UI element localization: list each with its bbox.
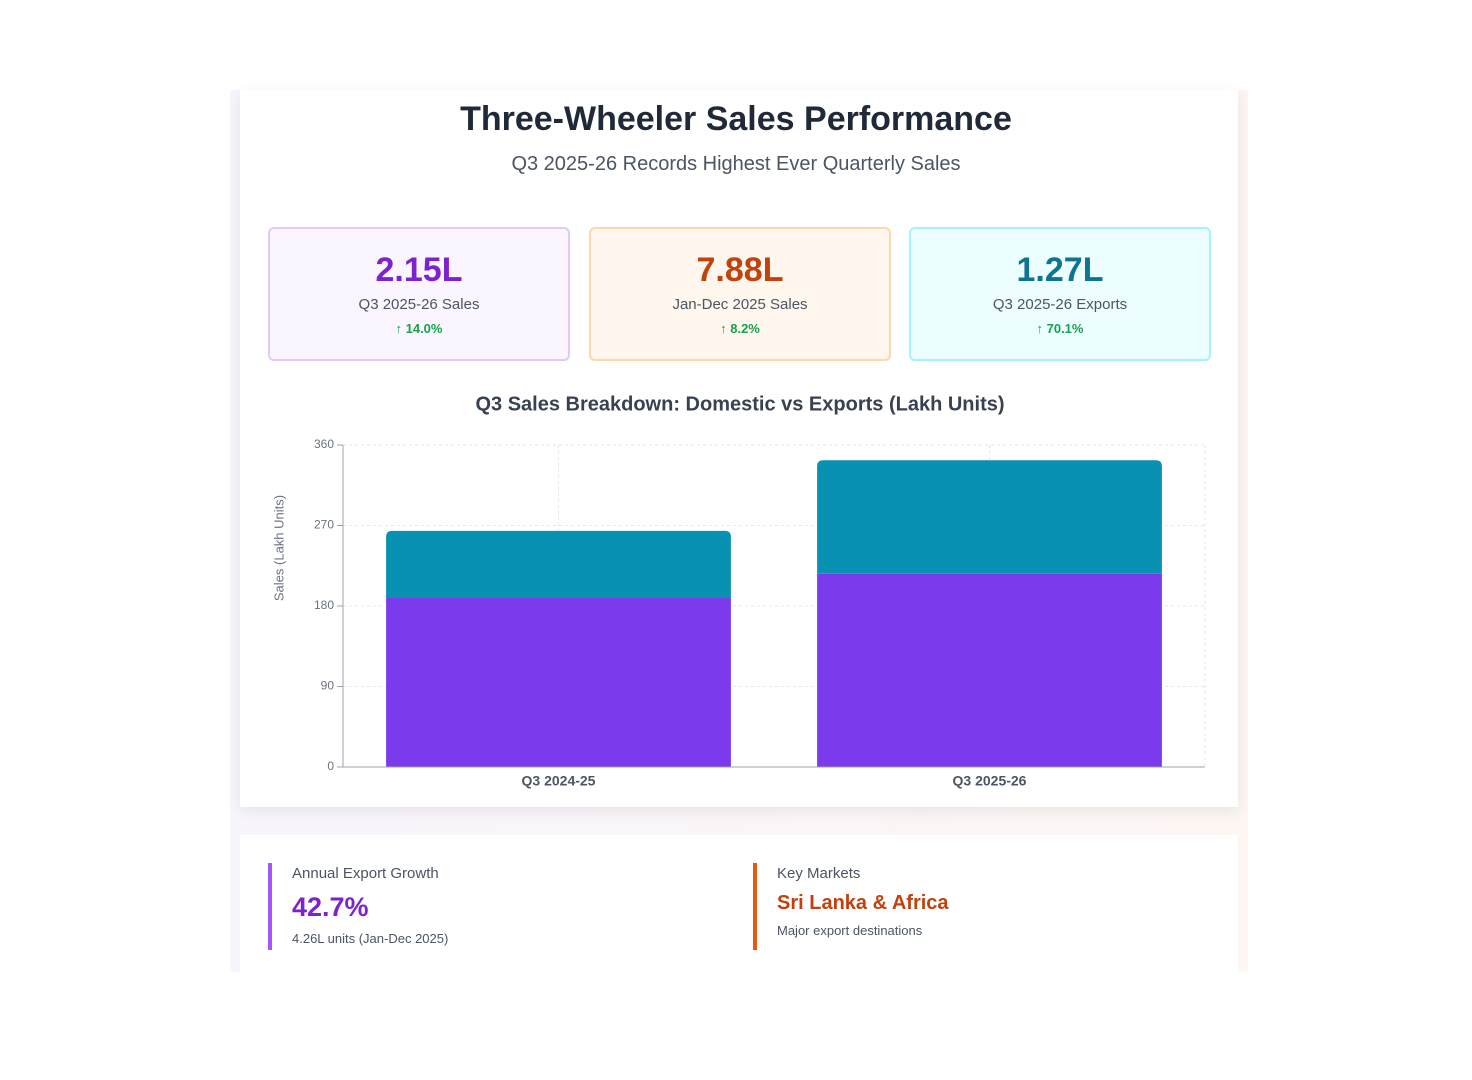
bar-segment: [817, 460, 1162, 574]
kpi-value: 2.15L: [375, 251, 463, 289]
footer-value: 42.7%: [292, 892, 369, 922]
kpi-card: 1.27L Q3 2025-26 Exports ↑ 70.1%: [909, 227, 1211, 361]
kpi-label: Jan-Dec 2025 Sales: [672, 296, 808, 313]
kpi-value: 7.88L: [696, 251, 784, 289]
y-tick-label: 90: [321, 679, 335, 693]
chart-title: Q3 Sales Breakdown: Domestic vs Exports …: [475, 393, 1004, 415]
bar-segment: [386, 597, 731, 767]
kpi-card: 2.15L Q3 2025-26 Sales ↑ 14.0%: [268, 227, 570, 361]
y-tick-label: 0: [327, 759, 334, 773]
kpi-card: 7.88L Jan-Dec 2025 Sales ↑ 8.2%: [589, 227, 891, 361]
kpi-label: Q3 2025-26 Sales: [358, 296, 480, 313]
title: Three-Wheeler Sales Performance: [460, 100, 1012, 138]
subtitle: Q3 2025-26 Records Highest Ever Quarterl…: [511, 153, 961, 175]
y-tick-label: 180: [314, 598, 334, 612]
footer-note: Major export destinations: [777, 923, 923, 938]
y-axis-label: Sales (Lakh Units): [271, 495, 286, 601]
footer-label: Annual Export Growth: [292, 865, 439, 882]
bar-segment: [386, 530, 731, 598]
footer-label: Key Markets: [777, 865, 861, 882]
kpi-change: ↑ 8.2%: [720, 321, 760, 336]
footer-item: Annual Export Growth 42.7% 4.26L units (…: [268, 863, 448, 950]
kpi-label: Q3 2025-26 Exports: [992, 296, 1128, 313]
footer-card: [240, 835, 1238, 972]
kpi-change: ↑ 14.0%: [395, 321, 443, 336]
footer-note: 4.26L units (Jan-Dec 2025): [292, 931, 449, 946]
chart: Q3 Sales Breakdown: Domestic vs Exports …: [271, 393, 1206, 789]
x-tick-label: Q3 2024-25: [522, 773, 596, 789]
y-tick-label: 270: [314, 518, 334, 532]
y-tick-label: 360: [314, 437, 334, 451]
bar-segment: [817, 573, 1162, 767]
footer-value: Sri Lanka & Africa: [777, 892, 949, 914]
kpi-change: ↑ 70.1%: [1036, 321, 1084, 336]
kpi-value: 1.27L: [1016, 251, 1104, 289]
x-tick-label: Q3 2025-26: [953, 773, 1027, 789]
footer-item: Key Markets Sri Lanka & Africa Major exp…: [753, 863, 949, 950]
